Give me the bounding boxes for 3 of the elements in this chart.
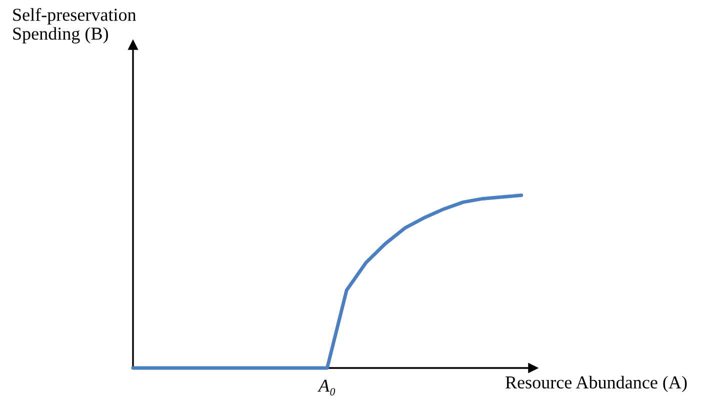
text: A₀ bbox=[318, 380, 336, 396]
text: Self-preservation Spending (B) bbox=[13, 8, 136, 44]
x-axis-title: Resource Abundance (A) bbox=[506, 376, 687, 392]
